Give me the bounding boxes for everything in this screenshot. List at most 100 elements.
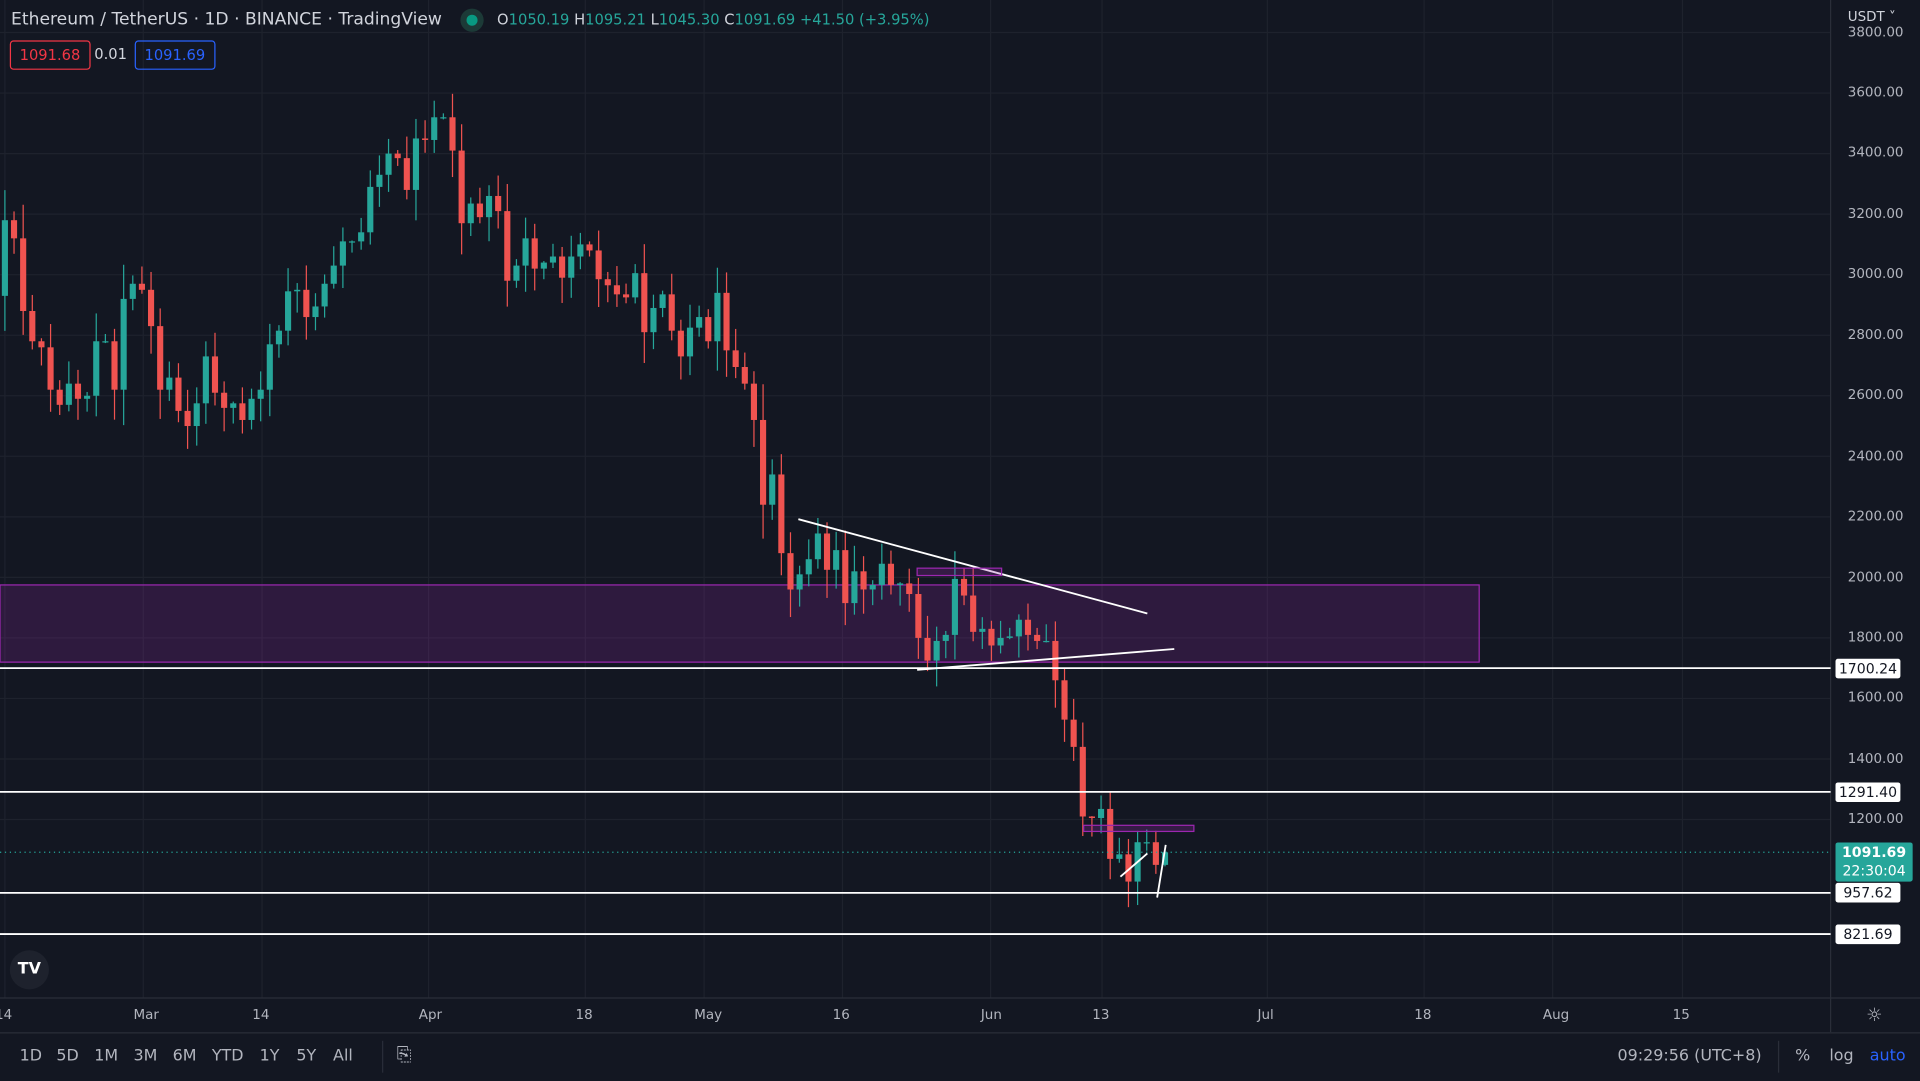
currency-selector[interactable]: USDT ˅ xyxy=(1847,8,1896,25)
bearish-candle xyxy=(157,326,164,390)
bottom-toolbar: 1D 5D 1M 3M 6M YTD 1Y 5Y All ⎘ 09:29:56 (UTC+8) … xyxy=(0,1032,1920,1081)
settings-gear-icon[interactable]: ☼ xyxy=(1866,1004,1883,1027)
tradingview-logo-icon[interactable]: TV xyxy=(9,950,49,990)
bullish-candle xyxy=(339,241,346,266)
trend-line xyxy=(1119,852,1148,878)
spread: 0.01 xyxy=(94,45,128,63)
bullish-candle xyxy=(65,383,72,405)
bearish-candle xyxy=(422,138,429,140)
bearish-candle xyxy=(74,383,82,399)
bullish-candle xyxy=(129,283,136,299)
bearish-candle xyxy=(1152,842,1159,865)
bearish-candle xyxy=(1061,680,1068,720)
bullish-candle xyxy=(1116,854,1123,859)
bearish-candle xyxy=(723,292,730,351)
bearish-candle xyxy=(1125,854,1132,882)
price-axis-label: 3400.00 xyxy=(1847,145,1904,161)
bearish-candle xyxy=(778,474,785,554)
symbol-name[interactable]: Ethereum / TetherUS xyxy=(11,9,189,30)
bearish-candle xyxy=(1070,719,1077,747)
range-button-6m[interactable]: 6M xyxy=(172,1046,197,1066)
log-toggle[interactable]: log xyxy=(1829,1046,1854,1066)
source: TradingView xyxy=(338,9,442,30)
bearish-candle xyxy=(10,220,18,239)
bearish-candle xyxy=(239,403,246,420)
date-range-icon[interactable]: ⎘ xyxy=(396,1043,412,1066)
time-axis-label: Aug xyxy=(1542,1006,1570,1023)
bullish-candle xyxy=(285,291,292,331)
bearish-candle xyxy=(211,356,219,393)
interval[interactable]: 1D xyxy=(204,9,229,30)
bullish-candle xyxy=(568,256,575,278)
bullish-candle xyxy=(833,550,840,570)
bullish-candle xyxy=(951,578,958,635)
bullish-candle xyxy=(431,117,438,140)
price-chart[interactable] xyxy=(0,0,1920,1033)
time-axis-label: 18 xyxy=(1414,1006,1432,1023)
supply-zone xyxy=(0,584,1480,663)
bearish-candle xyxy=(184,410,191,427)
bearish-candle xyxy=(1079,746,1086,817)
bearish-candle xyxy=(823,533,831,570)
bullish-candle xyxy=(321,283,328,307)
percent-toggle[interactable]: % xyxy=(1795,1046,1811,1066)
bearish-candle xyxy=(476,203,483,218)
bullish-candle xyxy=(120,298,127,390)
triangle-upper-trendline xyxy=(798,518,1148,615)
range-button-5d[interactable]: 5D xyxy=(56,1046,79,1066)
small-zone xyxy=(1083,824,1195,833)
bullish-candle xyxy=(979,628,986,632)
bearish-candle xyxy=(403,158,410,190)
range-button-all[interactable]: All xyxy=(333,1046,353,1066)
bearish-candle xyxy=(860,571,867,590)
bullish-candle xyxy=(869,584,876,590)
bearish-candle xyxy=(842,550,849,604)
bullish-candle xyxy=(1,220,8,296)
bearish-candle xyxy=(732,350,739,367)
bullish-candle xyxy=(230,403,237,408)
bearish-candle xyxy=(1088,816,1095,819)
buy-price-button[interactable]: 1091.69 xyxy=(134,40,216,70)
bearish-candle xyxy=(20,238,27,312)
bearish-candle xyxy=(175,377,182,411)
clock-time[interactable]: 09:29:56 (UTC+8) xyxy=(1617,1046,1762,1066)
bullish-candle xyxy=(1015,619,1022,637)
bullish-candle xyxy=(367,186,374,233)
bearish-candle xyxy=(988,628,995,646)
bearish-candle xyxy=(394,153,401,159)
time-axis-label: 13 xyxy=(1092,1006,1110,1023)
range-button-5y[interactable]: 5Y xyxy=(296,1046,317,1066)
time-axis-label: May xyxy=(694,1006,723,1023)
sell-price-button[interactable]: 1091.68 xyxy=(9,40,91,70)
bullish-candle xyxy=(440,117,447,119)
time-axis-label: Jun xyxy=(980,1006,1002,1023)
bearish-candle xyxy=(741,366,748,384)
price-level-tag: 1700.24 xyxy=(1835,658,1901,678)
bullish-candle xyxy=(1043,640,1050,643)
bearish-candle xyxy=(47,347,54,390)
bullish-candle xyxy=(540,262,547,269)
exchange: BINANCE xyxy=(244,9,323,30)
price-axis-label: 1600.00 xyxy=(1847,689,1904,706)
range-button-3m[interactable]: 3M xyxy=(133,1046,158,1066)
bullish-candle xyxy=(412,138,420,190)
bearish-candle xyxy=(1034,634,1041,641)
bullish-candle xyxy=(202,356,209,404)
price-axis-label: 1400.00 xyxy=(1847,750,1904,767)
bullish-candle xyxy=(714,292,721,342)
bearish-candle xyxy=(887,563,895,585)
range-button-1y[interactable]: 1Y xyxy=(259,1046,280,1066)
time-axis-label: Jul xyxy=(1257,1006,1274,1023)
bearish-candle xyxy=(915,594,922,638)
range-button-1m[interactable]: 1M xyxy=(94,1046,119,1066)
bullish-candle xyxy=(769,474,776,505)
range-button-ytd[interactable]: YTD xyxy=(211,1046,244,1066)
time-axis-label: 15 xyxy=(1672,1006,1690,1023)
auto-scale-toggle[interactable]: auto xyxy=(1869,1046,1906,1066)
market-status-icon[interactable] xyxy=(466,14,478,26)
range-button-1d[interactable]: 1D xyxy=(19,1046,42,1066)
bullish-candle xyxy=(1098,808,1105,819)
bearish-candle xyxy=(622,294,630,298)
bearish-candle xyxy=(787,553,794,590)
price-axis-label: 3800.00 xyxy=(1847,23,1904,40)
